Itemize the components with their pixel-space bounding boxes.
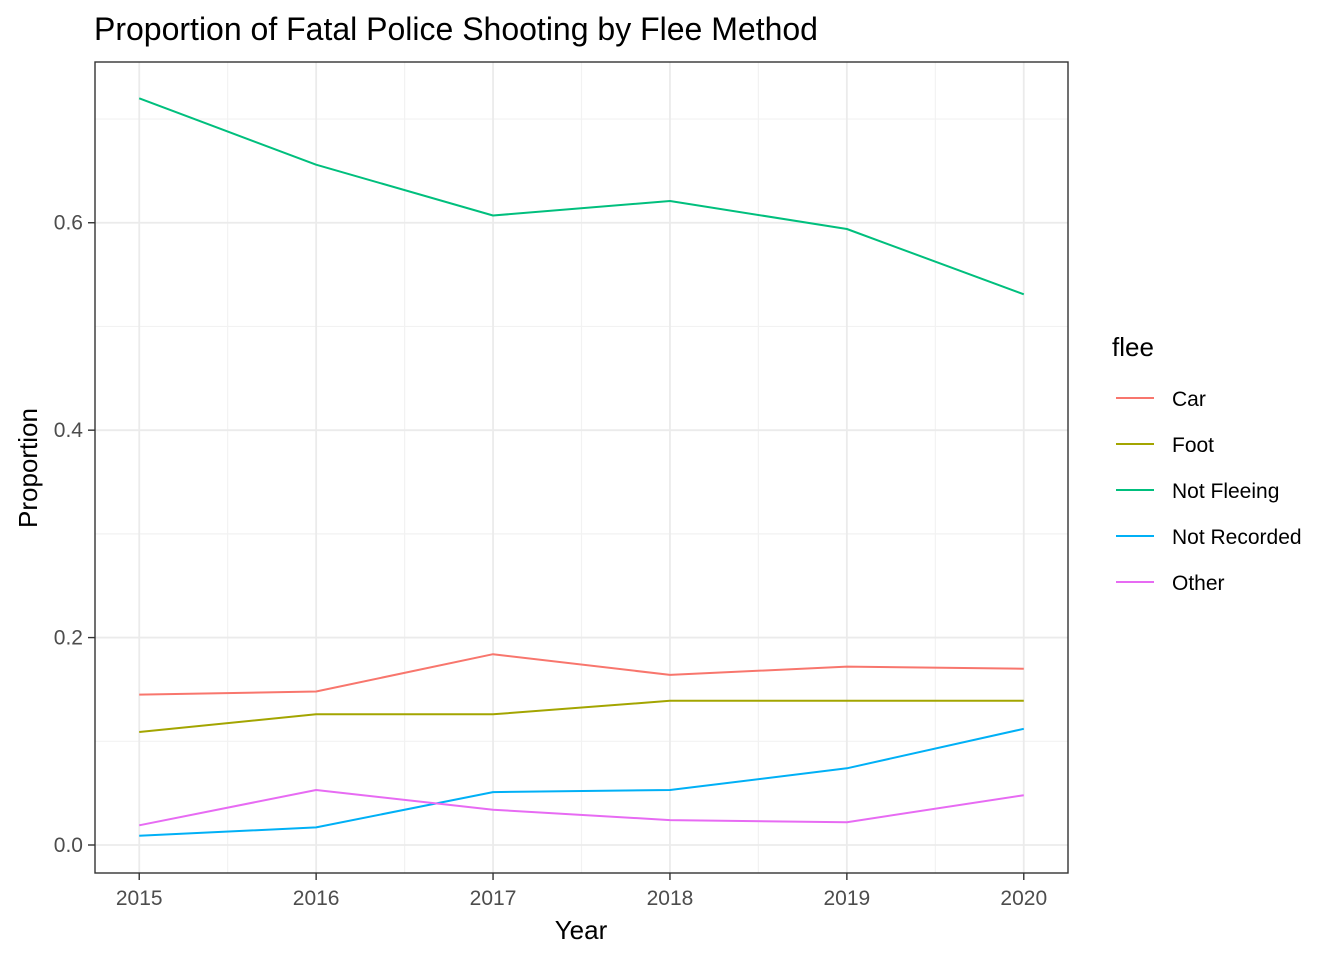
major-gridlines <box>95 62 1068 873</box>
legend-item: Foot <box>1116 434 1214 457</box>
legend-label: Foot <box>1172 434 1214 457</box>
legend-items: Car Foot Not Fleeing Not Recorded Other <box>1116 388 1302 595</box>
x-tick-label: 2016 <box>293 887 340 910</box>
legend-item: Not Fleeing <box>1116 480 1279 503</box>
series-line-not-fleeing <box>138 97 1025 296</box>
legend-label: Not Fleeing <box>1172 480 1279 503</box>
series-lines <box>138 97 1025 837</box>
x-tick-label: 2018 <box>647 887 694 910</box>
y-axis-title: Proportion <box>13 408 43 528</box>
x-tick-label: 2015 <box>116 887 163 910</box>
legend-label: Other <box>1172 572 1225 595</box>
y-tick-label: 0.2 <box>54 627 83 650</box>
legend-item: Other <box>1116 572 1225 595</box>
y-tick-label: 0.4 <box>54 419 84 442</box>
series-line-other <box>139 789 1024 827</box>
legend-title: flee <box>1112 332 1154 362</box>
series-line-car <box>139 653 1024 696</box>
minor-gridlines <box>95 62 1068 873</box>
y-tick-label: 0.0 <box>54 834 83 857</box>
plot-border <box>94 61 1069 874</box>
chart-title: Proportion of Fatal Police Shooting by F… <box>94 11 818 47</box>
legend-item: Car <box>1116 388 1206 411</box>
x-axis-title: Year <box>555 915 608 945</box>
x-axis: 2015 2016 2017 2018 2019 2020 <box>116 873 1047 910</box>
y-tick-label: 0.6 <box>54 212 83 235</box>
x-tick-label: 2020 <box>1000 887 1047 910</box>
x-tick-label: 2019 <box>824 887 871 910</box>
legend-label: Car <box>1172 388 1206 411</box>
series-line-foot <box>139 699 1024 733</box>
plot-panel <box>94 61 1069 874</box>
series-line-not-recorded <box>139 727 1025 837</box>
legend-item: Not Recorded <box>1116 526 1302 549</box>
y-axis: 0.0 0.2 0.4 0.6 <box>54 212 95 857</box>
legend: flee Car Foot Not Fleeing Not Recorded Other <box>1112 332 1302 595</box>
x-tick-label: 2017 <box>470 887 517 910</box>
legend-label: Not Recorded <box>1172 526 1302 549</box>
